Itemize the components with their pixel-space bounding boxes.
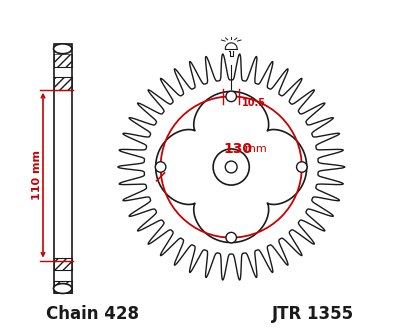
Polygon shape <box>156 92 307 242</box>
Text: JTR 1355: JTR 1355 <box>272 305 354 323</box>
Ellipse shape <box>54 44 72 54</box>
Text: mm: mm <box>245 144 267 154</box>
Text: Chain 428: Chain 428 <box>46 305 139 323</box>
Polygon shape <box>118 54 344 280</box>
Text: 110 mm: 110 mm <box>32 150 42 200</box>
Text: 10.5: 10.5 <box>242 98 266 108</box>
Circle shape <box>225 161 237 173</box>
Circle shape <box>226 91 236 102</box>
Bar <box>54 44 72 294</box>
Bar <box>54 54 72 67</box>
Bar <box>54 77 72 90</box>
Text: 130: 130 <box>223 142 252 156</box>
Bar <box>54 258 72 271</box>
Circle shape <box>296 162 307 172</box>
Ellipse shape <box>54 284 72 294</box>
Circle shape <box>155 162 166 172</box>
Circle shape <box>226 232 236 243</box>
Circle shape <box>213 149 249 185</box>
Bar <box>54 281 72 294</box>
